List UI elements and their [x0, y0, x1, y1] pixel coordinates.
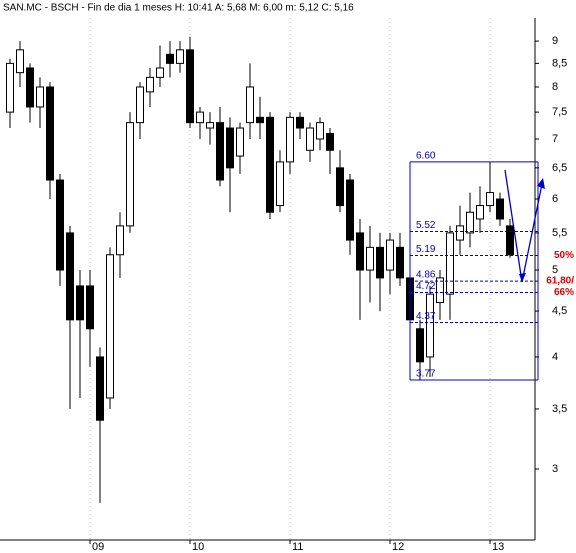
candle-body [316, 122, 324, 140]
candle-body [356, 232, 364, 271]
candle-body [466, 211, 474, 234]
candle-body [236, 127, 244, 157]
candle-body [276, 161, 284, 207]
arrow-head [537, 178, 545, 189]
y-tick-label: 3,5 [552, 403, 567, 415]
y-tick-label: 7,5 [552, 106, 567, 118]
x-tick-label: 13 [492, 541, 504, 553]
fib-label: 4.37 [416, 311, 436, 322]
arrow-head [519, 273, 526, 282]
candle-body [326, 132, 334, 151]
chart-title: SAN.MC - BSCH - Fin de dia 1 meses H: 10… [3, 3, 354, 14]
candle-body [6, 62, 14, 113]
candle-body [246, 86, 254, 124]
candle-body [196, 111, 204, 124]
candle-body [256, 116, 264, 124]
fib-annotation: 50% [554, 250, 574, 261]
candle-body [216, 122, 224, 181]
candle-body [46, 86, 54, 181]
fib-label: 4.72 [416, 281, 436, 292]
fib-annotation: 61,80/ [546, 276, 574, 287]
candle-body [206, 122, 214, 129]
fib-label: 5.19 [416, 244, 436, 255]
candle-body [176, 49, 184, 64]
y-tick-label: 8 [552, 81, 558, 93]
y-tick-label: 8,5 [552, 57, 567, 69]
candle-body [66, 232, 74, 321]
candle-body [416, 328, 424, 363]
candle-body [136, 86, 144, 124]
candle-body [116, 225, 124, 256]
y-tick-label: 6 [552, 193, 558, 205]
candle-body [186, 49, 194, 124]
y-tick-label: 4,5 [552, 305, 567, 317]
fib-label: 4.86 [416, 270, 436, 281]
candle-body [426, 293, 434, 358]
candle-body [16, 49, 24, 74]
candle-body [436, 277, 444, 304]
y-tick-label: 4 [552, 351, 558, 363]
y-tick-label: 5,5 [552, 227, 567, 239]
candle-body [146, 76, 154, 93]
candle-body [226, 127, 234, 169]
candle-body [476, 205, 484, 220]
x-tick-label: 12 [392, 541, 404, 553]
candle-body [156, 67, 164, 78]
candle-body [126, 122, 134, 227]
candle-body [96, 356, 104, 421]
candle-body [266, 116, 274, 213]
x-tick-label: 10 [192, 541, 204, 553]
y-tick-label: 3 [552, 463, 558, 475]
candle-body [106, 254, 114, 399]
candle-body [346, 179, 354, 241]
x-tick-label: 11 [292, 541, 303, 553]
candle-body [376, 246, 384, 279]
y-tick-label: 9 [552, 35, 558, 47]
candle-body [456, 225, 464, 241]
candle-body [166, 53, 174, 64]
y-tick-label: 5 [552, 264, 558, 276]
candle-body [506, 225, 514, 256]
candle-body [496, 198, 504, 220]
candle-body [286, 116, 294, 163]
candle-body [86, 285, 94, 330]
y-tick-label: 7 [552, 133, 558, 145]
candle-body [366, 246, 374, 271]
candle-body [296, 116, 304, 129]
candle-body [386, 239, 394, 271]
candle-body [36, 86, 44, 108]
candle-body [396, 246, 404, 279]
fib-annotation: 66% [554, 287, 574, 298]
candle-body [306, 127, 314, 151]
candle-body [56, 179, 64, 271]
candle-body [486, 192, 494, 207]
x-tick-label: 09 [92, 541, 104, 553]
candle-body [26, 67, 34, 108]
y-tick-label: 6,5 [552, 162, 567, 174]
candle-body [76, 285, 84, 321]
candle-body [336, 167, 344, 207]
fib-label: 6.60 [416, 151, 436, 162]
fib-label: 3.77 [416, 369, 436, 380]
fib-label: 5.52 [416, 220, 436, 231]
candle-body [446, 232, 454, 295]
